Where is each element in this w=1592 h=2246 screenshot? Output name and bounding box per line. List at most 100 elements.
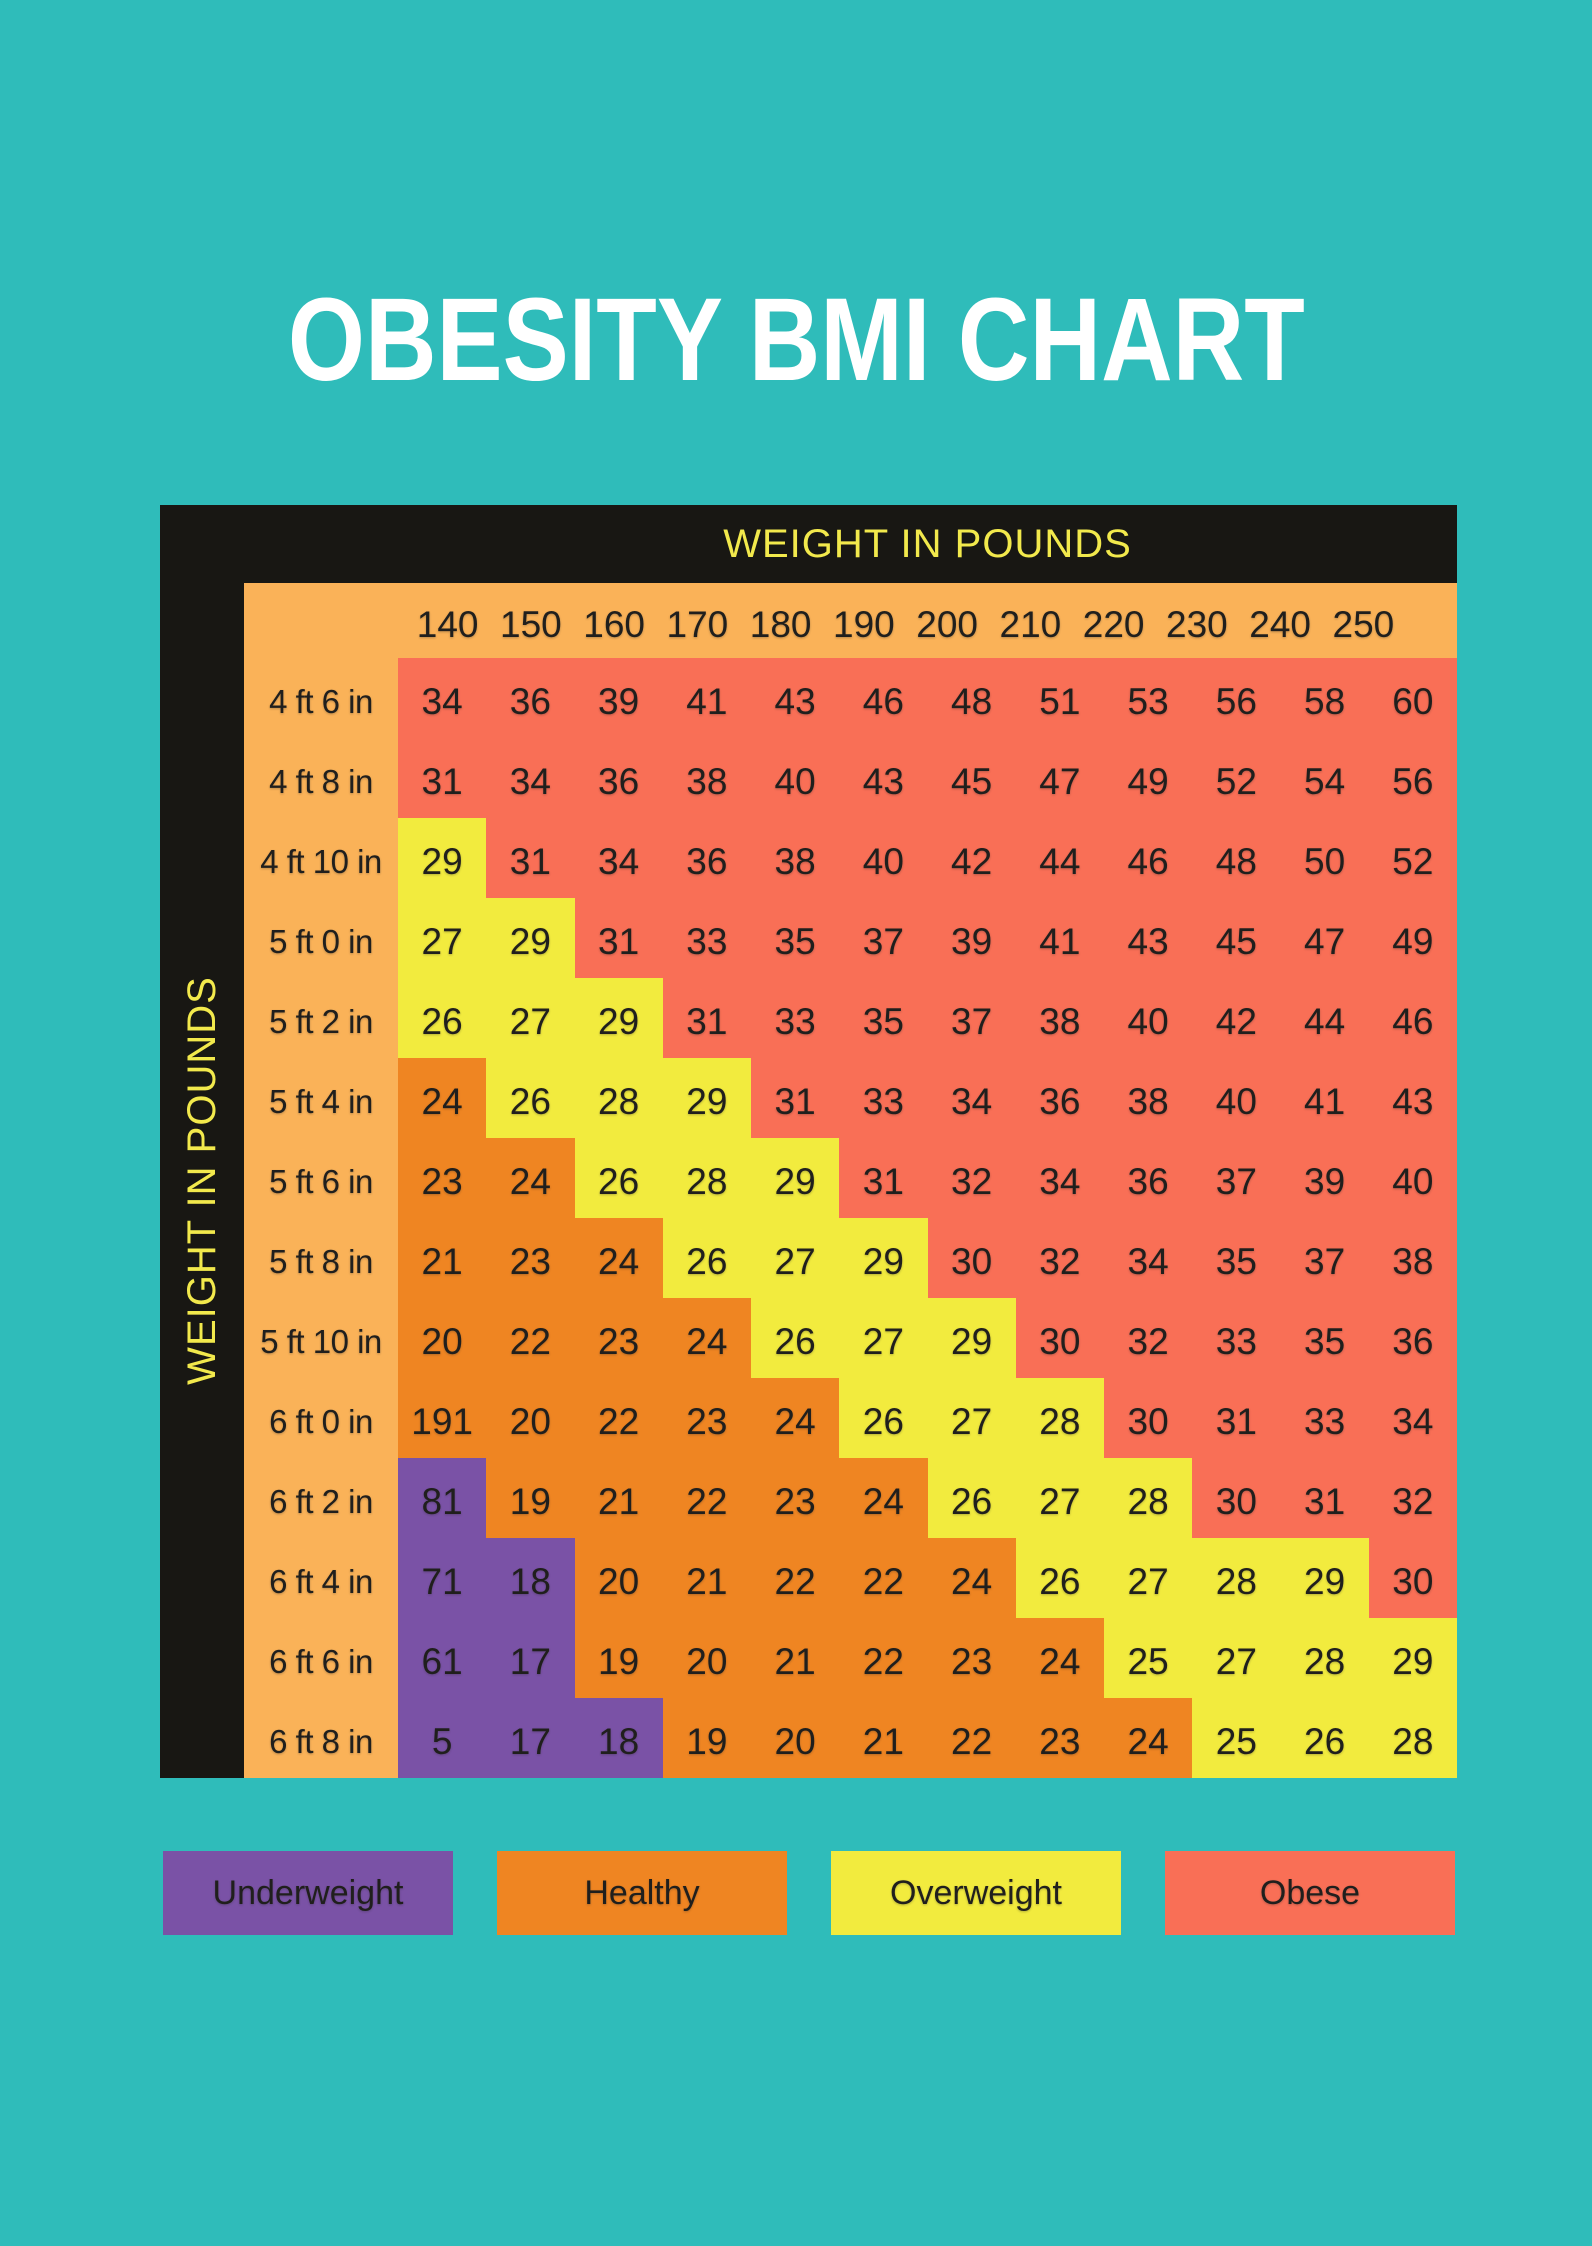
- bmi-cell: 29: [1368, 1618, 1457, 1698]
- bmi-cell: 21: [751, 1618, 840, 1698]
- bmi-cell: 43: [751, 658, 840, 738]
- bmi-cell: 18: [486, 1538, 575, 1618]
- bmi-cell: 20: [662, 1618, 751, 1698]
- bmi-cell: 22: [751, 1538, 840, 1618]
- bmi-cell: 37: [927, 978, 1016, 1058]
- bmi-cell: 22: [839, 1538, 928, 1618]
- bmi-cell: 33: [751, 978, 840, 1058]
- bmi-cell: 26: [1015, 1538, 1104, 1618]
- bmi-cell: 31: [662, 978, 751, 1058]
- bmi-cell: 50: [1280, 818, 1369, 898]
- bmi-cell: 49: [1368, 898, 1457, 978]
- bmi-cell: 60: [1368, 658, 1457, 738]
- bmi-cell: 24: [398, 1058, 487, 1138]
- bmi-cell: 26: [662, 1218, 751, 1298]
- bmi-cell: 27: [1192, 1618, 1281, 1698]
- bmi-cell: 28: [1015, 1378, 1104, 1458]
- bmi-cell: 40: [1368, 1138, 1457, 1218]
- bmi-cell: 34: [574, 818, 663, 898]
- bmi-cell: 23: [662, 1378, 751, 1458]
- height-label-column: 4 ft 6 in 4 ft 8 in 4 ft 10 in 5 ft 0 in 5 f…: [244, 658, 398, 1778]
- bmi-cell: 23: [398, 1138, 487, 1218]
- height-label: 5 ft 6 in: [269, 1163, 373, 1200]
- bmi-cell: 31: [398, 738, 487, 818]
- bmi-cell: 30: [927, 1218, 1016, 1298]
- bmi-cell: 34: [1015, 1138, 1104, 1218]
- legend-item-obese: Obese: [1165, 1851, 1455, 1935]
- bmi-cell: 32: [1015, 1218, 1104, 1298]
- bmi-cell: 27: [1104, 1538, 1193, 1618]
- bmi-cell: 33: [1280, 1378, 1369, 1458]
- bmi-cell: 35: [839, 978, 928, 1058]
- bmi-cell: 24: [927, 1538, 1016, 1618]
- bmi-cell: 24: [574, 1218, 663, 1298]
- bmi-cell: 29: [574, 978, 663, 1058]
- bmi-cell: 30: [1192, 1458, 1281, 1538]
- bmi-cell: 26: [398, 978, 487, 1058]
- bmi-cell: 47: [1280, 898, 1369, 978]
- bmi-cell: 32: [927, 1138, 1016, 1218]
- page-title: OBESITY BMI CHART: [0, 272, 1592, 408]
- bmi-cell: 19: [574, 1618, 663, 1698]
- bmi-cell: 37: [839, 898, 928, 978]
- bmi-cell: 23: [574, 1298, 663, 1378]
- bmi-cell: 29: [398, 818, 487, 898]
- legend-item-overweight: Overweight: [831, 1851, 1121, 1935]
- bmi-cell: 31: [574, 898, 663, 978]
- bmi-cell: 20: [751, 1698, 840, 1778]
- bmi-cell: 31: [1280, 1458, 1369, 1538]
- bmi-cell: 28: [1368, 1698, 1457, 1778]
- bmi-cell: 23: [751, 1458, 840, 1538]
- bmi-cell: 31: [486, 818, 575, 898]
- weight-header: 170: [666, 603, 729, 645]
- bmi-cell: 31: [1192, 1378, 1281, 1458]
- bmi-cell: 37: [1280, 1218, 1369, 1298]
- bmi-cell: 29: [1280, 1538, 1369, 1618]
- bmi-cell: 51: [1015, 658, 1104, 738]
- bmi-cell: 17: [486, 1618, 575, 1698]
- bmi-cell: 42: [1192, 978, 1281, 1058]
- bmi-cell: 191: [398, 1378, 487, 1458]
- bmi-cell: 44: [1280, 978, 1369, 1058]
- bmi-cell: 54: [1280, 738, 1369, 818]
- height-label: 4 ft 10 in: [260, 843, 382, 880]
- bmi-cell: 21: [839, 1698, 928, 1778]
- bmi-cell: 41: [1015, 898, 1104, 978]
- bmi-cell: 81: [398, 1458, 487, 1538]
- height-label: 6 ft 0 in: [269, 1403, 373, 1440]
- bmi-cell: 40: [839, 818, 928, 898]
- bmi-cell: 53: [1104, 658, 1193, 738]
- weight-header: 140: [416, 603, 479, 645]
- bmi-cell: 24: [839, 1458, 928, 1538]
- bmi-cell: 22: [574, 1378, 663, 1458]
- bmi-cell: 43: [839, 738, 928, 818]
- bmi-cell: 20: [574, 1538, 663, 1618]
- weight-header: 190: [833, 603, 895, 645]
- weight-header: 220: [1082, 603, 1145, 645]
- bmi-cell: 35: [751, 898, 840, 978]
- bmi-cell: 21: [662, 1538, 751, 1618]
- bmi-cell: 36: [662, 818, 751, 898]
- bmi-cell: 19: [486, 1458, 575, 1538]
- bmi-cell: 29: [839, 1218, 928, 1298]
- legend-label: Underweight: [212, 1873, 404, 1912]
- bmi-cell: 37: [1192, 1138, 1281, 1218]
- height-label: 4 ft 6 in: [269, 683, 373, 720]
- bmi-chart-table: WEIGHT IN POUNDS WEIGHT IN POUNDS 140 150…: [160, 505, 1457, 1778]
- page-title-text: OBESITY BMI CHART: [287, 274, 1305, 406]
- bmi-cell: 28: [1104, 1458, 1193, 1538]
- bmi-cell: 34: [1368, 1378, 1457, 1458]
- bmi-cell: 48: [927, 658, 1016, 738]
- bmi-cell: 22: [486, 1298, 575, 1378]
- bmi-cell: 27: [398, 898, 487, 978]
- height-label: 5 ft 10 in: [260, 1323, 382, 1360]
- bmi-cell: 36: [1015, 1058, 1104, 1138]
- weight-header: 250: [1332, 603, 1395, 645]
- bmi-cell: 27: [486, 978, 575, 1058]
- weight-header: 210: [999, 603, 1062, 645]
- bmi-cell: 38: [1368, 1218, 1457, 1298]
- bmi-cell: 46: [1104, 818, 1193, 898]
- bmi-cell: 34: [927, 1058, 1016, 1138]
- bmi-cell: 5: [398, 1698, 487, 1778]
- bmi-cell: 27: [1015, 1458, 1104, 1538]
